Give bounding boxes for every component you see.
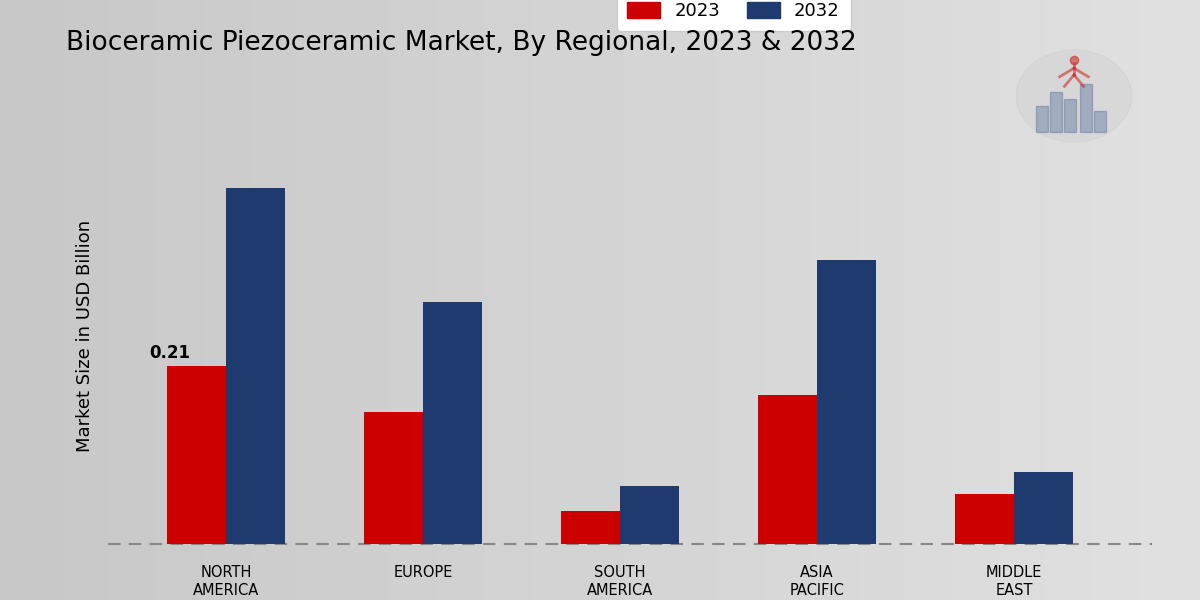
Bar — [817, 260, 876, 544]
Bar — [758, 395, 817, 544]
Bar — [226, 188, 286, 544]
Text: Bioceramic Piezoceramic Market, By Regional, 2023 & 2032: Bioceramic Piezoceramic Market, By Regio… — [66, 30, 857, 56]
Circle shape — [1016, 50, 1132, 142]
Bar — [620, 486, 679, 544]
Text: 0.21: 0.21 — [150, 344, 191, 362]
Bar — [1094, 112, 1106, 133]
Bar — [364, 412, 424, 544]
Bar — [1036, 106, 1048, 133]
Bar — [1080, 85, 1092, 133]
Bar — [1050, 92, 1062, 133]
Y-axis label: Market Size in USD Billion: Market Size in USD Billion — [76, 220, 94, 452]
Bar — [955, 494, 1014, 544]
Bar — [1014, 472, 1073, 544]
Bar — [562, 511, 620, 544]
Bar — [1064, 99, 1076, 133]
Bar — [424, 302, 482, 544]
Legend: 2023, 2032: 2023, 2032 — [617, 0, 851, 31]
Bar — [167, 365, 226, 544]
